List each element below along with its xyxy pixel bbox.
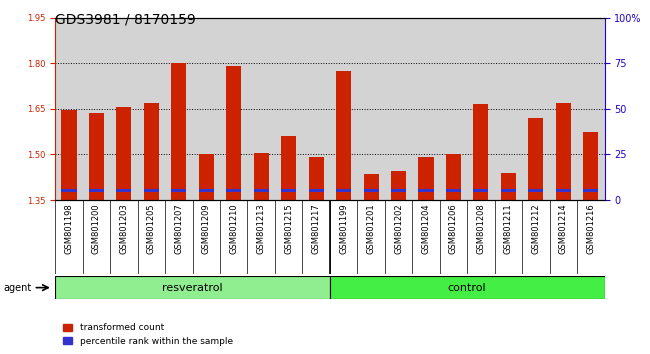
Text: GSM801212: GSM801212 xyxy=(531,204,540,255)
Text: GSM801198: GSM801198 xyxy=(64,204,73,255)
Bar xyxy=(55,276,330,299)
Legend: transformed count, percentile rank within the sample: transformed count, percentile rank withi… xyxy=(60,320,237,349)
Bar xyxy=(226,189,241,193)
Text: control: control xyxy=(448,282,486,293)
Bar xyxy=(419,189,434,193)
Bar xyxy=(309,189,324,193)
Bar xyxy=(199,154,214,200)
Bar xyxy=(473,104,488,200)
Text: GSM801201: GSM801201 xyxy=(367,204,376,255)
Text: GSM801213: GSM801213 xyxy=(257,204,266,255)
Text: GSM801203: GSM801203 xyxy=(120,204,129,255)
Bar xyxy=(226,66,241,200)
Bar xyxy=(528,189,543,193)
Bar xyxy=(309,158,324,200)
Text: GSM801199: GSM801199 xyxy=(339,204,348,255)
Text: agent: agent xyxy=(3,282,31,293)
Bar xyxy=(89,113,104,200)
Text: GSM801217: GSM801217 xyxy=(311,204,320,255)
Bar xyxy=(363,174,378,200)
Bar xyxy=(583,189,598,193)
Bar xyxy=(336,189,351,193)
Bar xyxy=(528,118,543,200)
Bar xyxy=(501,173,516,200)
Bar xyxy=(281,189,296,193)
Bar xyxy=(62,189,77,193)
Bar xyxy=(62,110,77,200)
Bar xyxy=(144,189,159,193)
Bar xyxy=(391,171,406,200)
Bar xyxy=(556,189,571,193)
Text: GSM801208: GSM801208 xyxy=(476,204,486,255)
Bar xyxy=(254,153,268,200)
Text: GSM801211: GSM801211 xyxy=(504,204,513,255)
Bar xyxy=(330,276,604,299)
Text: GDS3981 / 8170159: GDS3981 / 8170159 xyxy=(55,12,196,27)
Text: resveratrol: resveratrol xyxy=(162,282,223,293)
Bar xyxy=(446,189,461,193)
Bar xyxy=(144,103,159,200)
Bar xyxy=(172,63,187,200)
Text: GSM801205: GSM801205 xyxy=(147,204,156,255)
Bar xyxy=(583,132,598,200)
Bar xyxy=(473,189,488,193)
Bar xyxy=(281,136,296,200)
Text: GSM801204: GSM801204 xyxy=(421,204,430,255)
Bar xyxy=(391,189,406,193)
Text: GSM801215: GSM801215 xyxy=(284,204,293,255)
Bar xyxy=(116,107,131,200)
Bar xyxy=(556,103,571,200)
Bar xyxy=(501,189,516,193)
Bar xyxy=(363,189,378,193)
Bar xyxy=(336,71,351,200)
Text: GSM801209: GSM801209 xyxy=(202,204,211,255)
Bar xyxy=(172,189,187,193)
Text: GSM801200: GSM801200 xyxy=(92,204,101,255)
Bar xyxy=(254,189,268,193)
Bar xyxy=(116,189,131,193)
Text: GSM801214: GSM801214 xyxy=(559,204,568,255)
Text: GSM801216: GSM801216 xyxy=(586,204,595,255)
Bar xyxy=(446,154,461,200)
Bar xyxy=(89,189,104,193)
Text: GSM801210: GSM801210 xyxy=(229,204,239,255)
Text: GSM801202: GSM801202 xyxy=(394,204,403,255)
Text: GSM801207: GSM801207 xyxy=(174,204,183,255)
Text: GSM801206: GSM801206 xyxy=(449,204,458,255)
Bar xyxy=(419,158,434,200)
Bar xyxy=(199,189,214,193)
